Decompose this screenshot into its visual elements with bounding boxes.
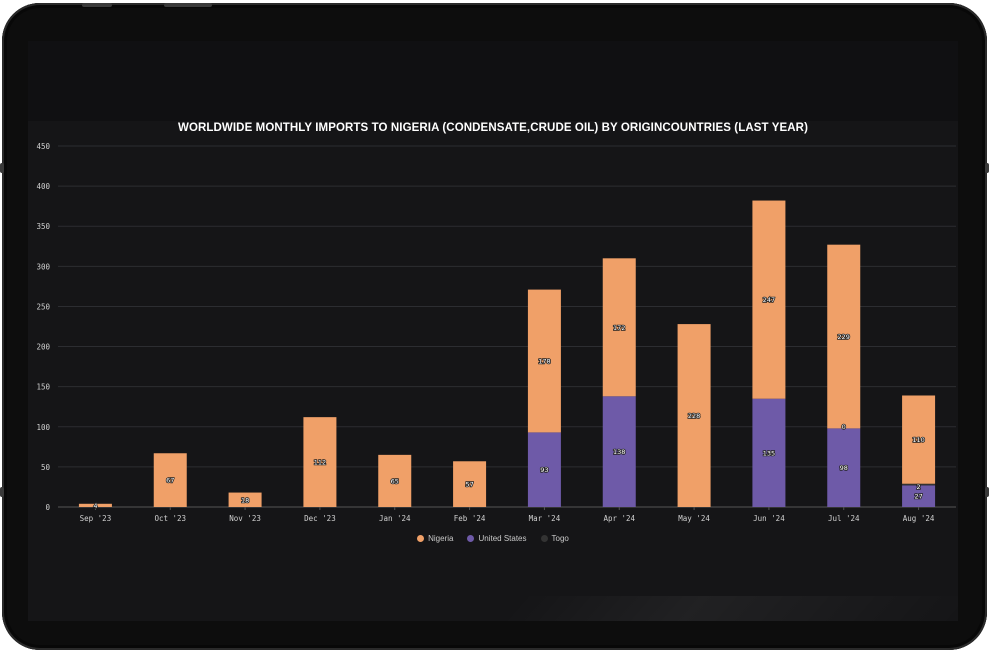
y-tick-label: 450: [36, 142, 50, 151]
legend-label: United States: [478, 534, 527, 543]
device-button: [0, 163, 4, 173]
bar-nigeria: [602, 258, 636, 397]
data-label: 247: [763, 296, 775, 304]
legend-item-togo[interactable]: Togo: [540, 534, 569, 543]
y-tick-label: 50: [41, 463, 51, 472]
x-tick-label: Aug '24: [903, 514, 935, 523]
bar-nigeria: [303, 417, 337, 507]
data-label: 110: [912, 436, 924, 444]
data-label: 93: [540, 466, 548, 474]
data-label: 112: [314, 459, 326, 467]
data-label: 65: [391, 477, 399, 485]
y-tick-label: 150: [36, 383, 50, 392]
data-label: 2: [917, 483, 921, 491]
device-button: [985, 163, 989, 173]
bar-united-states: [602, 396, 636, 507]
y-tick-label: 100: [36, 423, 50, 432]
y-tick-label: 250: [36, 302, 50, 311]
legend-item-nigeria[interactable]: Nigeria: [417, 534, 453, 543]
bar-togo: [902, 483, 936, 486]
data-label: 67: [166, 477, 174, 485]
y-tick-label: 0: [45, 503, 50, 512]
bar-chart: 0 50 100 150 200 250 300 350 400 450 Sep '23 Oct '2…: [36, 142, 956, 523]
data-label: 98: [840, 464, 848, 472]
x-tick-label: Apr '24: [603, 514, 635, 523]
data-label: 178: [538, 357, 550, 365]
bar-nigeria: [752, 200, 786, 399]
x-tick-label: Jun '24: [753, 514, 785, 523]
legend-swatch: [417, 535, 425, 542]
bar-nigeria: [527, 289, 561, 433]
bar-nigeria: [78, 503, 112, 507]
bar-nigeria: [228, 492, 262, 507]
x-tick-label: Nov '23: [229, 514, 261, 523]
data-label: 57: [465, 481, 473, 489]
x-tick-label: Jan '24: [379, 514, 411, 523]
data-label: 172: [613, 324, 625, 332]
data-label: 0: [842, 423, 846, 431]
legend-label: Nigeria: [428, 534, 454, 543]
bar-united-states: [827, 428, 861, 507]
bar-nigeria: [827, 244, 861, 429]
y-tick-label: 300: [36, 262, 50, 271]
data-label: 4: [93, 502, 97, 510]
data-label: 229: [838, 333, 850, 341]
device-button: [164, 3, 212, 7]
chart-title: WORLDWIDE MONTHLY IMPORTS TO NIGERIA (CO…: [177, 122, 809, 134]
legend-swatch: [467, 535, 475, 542]
x-tick-label: May '24: [678, 514, 710, 523]
bar-nigeria: [153, 453, 187, 507]
bar-united-states: [902, 485, 936, 507]
data-label: 135: [763, 449, 775, 457]
bar-nigeria: [677, 324, 711, 507]
legend-label: Togo: [551, 534, 569, 543]
y-tick-label: 350: [36, 222, 50, 231]
device-button: [985, 487, 989, 497]
legend-swatch: [540, 535, 548, 542]
x-tick-label: Feb '24: [454, 514, 486, 523]
bar-united-states: [527, 432, 561, 507]
data-label: 18: [241, 496, 249, 504]
bar-nigeria: [453, 461, 487, 507]
bar-nigeria: [902, 395, 936, 484]
bar-nigeria: [378, 454, 412, 507]
legend-item-united-states[interactable]: United States: [467, 534, 527, 543]
x-tick-label: Sep '23: [80, 514, 112, 523]
x-tick-label: Mar '24: [529, 514, 561, 523]
data-label: 138: [613, 448, 625, 456]
y-tick-label: 200: [36, 343, 50, 352]
chart-legend: Nigeria United States Togo: [28, 534, 958, 543]
device-button: [82, 3, 112, 7]
bar-united-states: [752, 398, 786, 507]
screen: WORLDWIDE MONTHLY IMPORTS TO NIGERIA (CO…: [28, 41, 958, 621]
tablet-frame: WORLDWIDE MONTHLY IMPORTS TO NIGERIA (CO…: [0, 3, 989, 650]
y-tick-label: 400: [36, 182, 50, 191]
x-tick-label: Oct '23: [154, 514, 186, 523]
x-tick-label: Dec '23: [304, 514, 336, 523]
device-button: [0, 487, 4, 497]
data-label: 228: [688, 412, 700, 420]
x-tick-label: Jul '24: [828, 514, 860, 523]
screen-header-area: [28, 41, 958, 121]
data-label: 27: [914, 493, 922, 501]
